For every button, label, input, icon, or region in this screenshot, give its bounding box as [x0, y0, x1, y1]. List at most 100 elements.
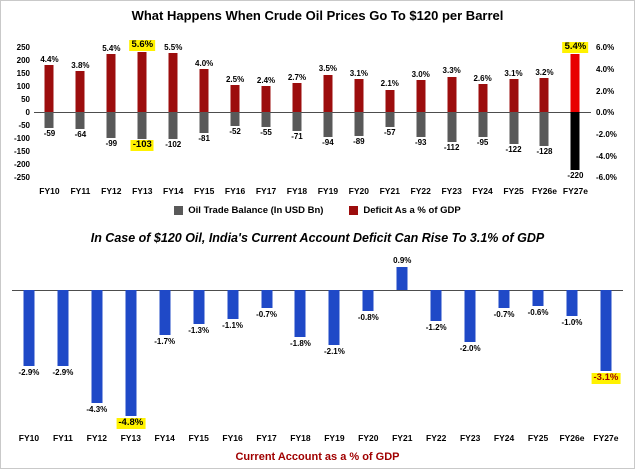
- cad-value-label: -2.0%: [459, 344, 481, 354]
- oil-trade-balance-bar: [385, 112, 395, 128]
- x-axis-label: FY23: [441, 185, 462, 196]
- axis-tick-label: 6.0%: [596, 43, 615, 53]
- chart-column: -1.8%: [284, 256, 318, 426]
- chart-column: 5.6% -103: [127, 39, 158, 177]
- deficit-value-label: 4.0%: [195, 58, 214, 68]
- cad-value-label: 0.9%: [393, 255, 412, 265]
- cad-value-label: -1.0%: [561, 318, 583, 328]
- balance-value-label: -103: [130, 139, 154, 152]
- deficit-value-label: 2.6%: [473, 74, 492, 84]
- x-axis-label: FY12: [86, 432, 107, 443]
- deficit-pct-bar: [385, 89, 395, 113]
- axis-tick-label: -50: [18, 121, 30, 131]
- deficit-pct-bar: [106, 53, 116, 113]
- oil-trade-balance-bar: [261, 112, 271, 127]
- x-axis-label: FY20: [348, 185, 369, 196]
- oil-trade-balance-bar: [44, 112, 54, 128]
- chart-column: 3.8% -64: [65, 47, 96, 177]
- axis-tick-label: 4.0%: [596, 65, 615, 75]
- top-plot: 4.4% -59 3.8% -64 5.4% -99 5.6% -103 5.5% -102 4.0…: [34, 39, 591, 180]
- current-account-bar: [125, 290, 137, 416]
- x-axis-label: FY16: [224, 185, 246, 196]
- deficit-value-label: 3.1%: [504, 68, 523, 78]
- axis-tick-label: -200: [13, 160, 30, 170]
- cad-value-label: -0.8%: [357, 313, 379, 323]
- x-axis-label: FY26e: [559, 432, 585, 443]
- oil-trade-balance-bar: [478, 112, 488, 138]
- chart-column: -1.1%: [216, 256, 250, 426]
- deficit-value-label: 4.4%: [40, 54, 59, 64]
- balance-value-label: -64: [74, 130, 87, 140]
- bottom-plot: -2.9% -2.9% -4.3% -4.8% -1.7% -1.3% -1.1% -0.7%…: [12, 256, 623, 429]
- chart-column: -2.9%: [46, 256, 80, 426]
- cad-value-label: -0.6%: [527, 307, 549, 317]
- current-account-bar: [362, 290, 374, 312]
- chart-column: 5.4% -220: [560, 41, 591, 180]
- chart-column: 2.1% -57: [374, 47, 405, 177]
- x-axis-label: FY11: [70, 185, 91, 196]
- axis-tick-label: -2.0%: [596, 130, 617, 140]
- balance-value-label: -220: [567, 170, 584, 180]
- chart-column: 3.1% -122: [498, 47, 529, 177]
- axis-tick-label: 0: [25, 108, 30, 118]
- axis-tick-label: 250: [16, 43, 30, 53]
- x-axis-label: FY22: [426, 432, 447, 443]
- chart-column: 0.9%: [385, 256, 419, 426]
- deficit-pct-bar: [354, 78, 364, 113]
- x-axis-label: FY25: [527, 432, 549, 443]
- left-axis: 250 200 150 100 50 0 -50 -100 -150 -200 -250: [4, 43, 34, 182]
- bottom-x-labels: FY10 FY11 FY12 FY13 FY14 FY15 FY16 FY17 FY18 FY19…: [12, 433, 623, 443]
- x-axis-label: FY13: [120, 432, 141, 443]
- deficit-value-label: 3.2%: [535, 67, 554, 77]
- deficit-value-label: 3.5%: [318, 64, 338, 74]
- oil-trade-balance-bar: [354, 112, 364, 136]
- balance-value-label: -128: [536, 146, 553, 156]
- balance-value-label: -57: [384, 128, 396, 138]
- chart-title: What Happens When Crude Oil Prices Go To…: [131, 8, 504, 23]
- current-account-bar: [91, 290, 103, 403]
- bottom-axis-title: Current Account as a % of GDP: [235, 450, 400, 463]
- current-account-bar: [396, 266, 408, 291]
- balance-value-label: -102: [165, 139, 182, 149]
- chart-column: 3.0% -93: [405, 47, 436, 177]
- balance-value-label: -99: [105, 139, 118, 149]
- current-account-bar: [566, 290, 578, 317]
- deficit-value-label: 5.4%: [102, 43, 121, 53]
- deficit-pct-bar: [416, 79, 426, 113]
- deficit-value-label: 5.4%: [562, 41, 589, 53]
- current-account-bar: [159, 290, 171, 335]
- chart-column: 4.4% -59: [34, 47, 65, 177]
- balance-value-label: -94: [322, 137, 334, 147]
- oil-trade-chart: 250 200 150 100 50 0 -50 -100 -150 -200 -250 4.4% -…: [4, 33, 631, 183]
- balance-value-label: -122: [505, 145, 522, 155]
- balance-value-label: -81: [198, 134, 210, 144]
- axis-tick-label: 0.0%: [596, 108, 615, 118]
- chart-column: 4.0% -81: [189, 47, 220, 177]
- chart-column: -0.6%: [521, 256, 555, 426]
- legend: Oil Trade Balance (In USD Bn) Deficit As…: [4, 205, 631, 216]
- chart-column: -4.3%: [80, 256, 114, 426]
- x-axis-label: FY27e: [562, 185, 588, 196]
- deficit-value-label: 3.3%: [442, 66, 461, 76]
- axis-tick-label: -4.0%: [596, 151, 617, 161]
- deficit-value-label: 3.8%: [71, 61, 90, 71]
- right-axis: 6.0% 4.0% 2.0% 0.0% -2.0% -4.0% -6.0%: [591, 43, 631, 182]
- x-axis-label: FY23: [459, 432, 481, 443]
- chart-column: -3.1%: [589, 256, 623, 426]
- x-axis-label: FY21: [392, 432, 413, 443]
- balance-value-label: -55: [260, 127, 272, 137]
- chart-column: 3.3% -112: [436, 47, 467, 177]
- legend-item-oil-trade-balance: Oil Trade Balance (In USD Bn): [174, 205, 323, 216]
- chart-column: 2.6% -95: [467, 47, 498, 177]
- cad-value-label: -1.3%: [188, 326, 210, 336]
- axis-tick-label: 200: [16, 56, 30, 66]
- deficit-pct-bar: [478, 84, 488, 113]
- deficit-value-label: 2.5%: [225, 75, 245, 85]
- deficit-pct-bar: [509, 78, 519, 113]
- x-axis-label: FY11: [52, 432, 73, 443]
- cad-value-label: -1.8%: [290, 339, 311, 349]
- x-axis-label: FY13: [132, 185, 153, 196]
- chart-column: -2.1%: [317, 256, 351, 426]
- deficit-pct-bar: [137, 51, 147, 113]
